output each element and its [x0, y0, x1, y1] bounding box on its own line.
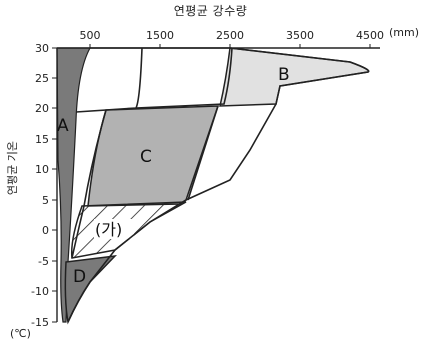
boundary-upper-right — [135, 47, 233, 109]
y-tick-label: 20 — [35, 102, 49, 115]
y-tick-label: 10 — [35, 163, 49, 176]
region-label-d: D — [73, 267, 86, 287]
temperature-unit: (℃) — [10, 327, 31, 340]
region-label-c: C — [140, 147, 152, 167]
x-tick-label: 2500 — [216, 29, 244, 42]
boundary-diagonal — [187, 105, 219, 201]
precipitation-axis-title: 연평균 강수량 — [173, 4, 248, 18]
y-tick-label: -10 — [31, 285, 49, 298]
outer-boundary — [67, 47, 370, 323]
y-tick-label: 25 — [35, 72, 49, 85]
y-tick-label: 0 — [42, 224, 49, 237]
y-tick-label: 5 — [42, 194, 49, 207]
boundary-inner-left — [71, 109, 107, 259]
region-label-b: B — [278, 65, 290, 85]
region-c — [87, 105, 220, 207]
x-tick-label: 500 — [80, 29, 101, 42]
region-b — [219, 47, 370, 107]
y-tick-label: -15 — [31, 316, 49, 329]
x-ticks — [89, 44, 371, 48]
y-tick-label: 15 — [35, 133, 49, 146]
y-ticks — [52, 47, 57, 323]
x-tick-label: 3500 — [286, 29, 314, 42]
y-tick-label: 30 — [35, 42, 49, 55]
x-tick-label: 4500 — [356, 29, 384, 42]
y-tick-label: -5 — [38, 255, 49, 268]
precipitation-unit: (mm) — [389, 26, 420, 39]
region-label-a: A — [57, 116, 69, 136]
region-label-gah: (가) — [95, 220, 122, 239]
x-tick-label: 1500 — [146, 29, 174, 42]
